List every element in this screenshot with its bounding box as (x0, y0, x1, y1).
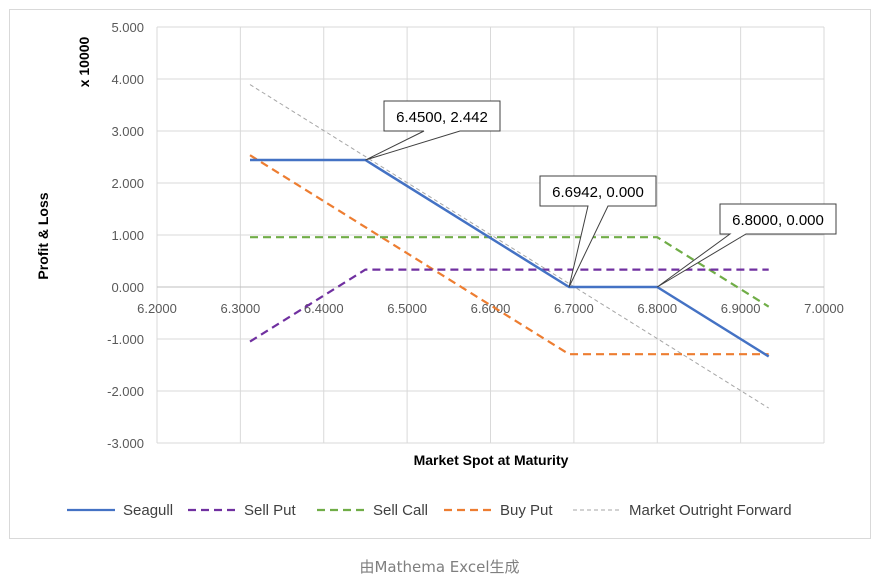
x-tick-label: 7.0000 (804, 301, 844, 316)
legend-item: Sell Put (188, 502, 297, 519)
legend-label: Sell Put (244, 502, 297, 519)
x-tick-label: 6.4000 (304, 301, 344, 316)
caption: 由Mathema Excel生成 (359, 558, 520, 576)
callout-box (365, 100, 501, 161)
legend: Seagull Sell Put Sell Call Buy Put Market Ou… (67, 502, 792, 519)
y-tick-label: -1.000 (107, 332, 144, 347)
legend-item: Buy Put (444, 502, 553, 519)
legend-item: Market Outright Forward (573, 502, 792, 519)
x-tick-label: 6.9000 (721, 301, 761, 316)
y-tick-label: 1.000 (111, 228, 144, 243)
callout-label: 6.8000, 0.000 (732, 212, 824, 229)
y-multiplier-label: x 10000 (76, 36, 92, 87)
y-tick-labels: 5.000 4.000 3.000 2.000 1.000 0.000 -1.000 -2.0… (107, 20, 144, 451)
series-line-sell-put (249, 268, 769, 343)
y-tick-label: -3.000 (107, 436, 144, 451)
callout: 6.4500, 2.442 (365, 100, 501, 161)
series-line-buy-put (249, 154, 769, 356)
x-axis-title: Market Spot at Maturity (414, 452, 569, 468)
callout-box (656, 203, 837, 288)
y-tick-label: -2.000 (107, 384, 144, 399)
x-tick-labels: 6.2000 6.3000 6.4000 6.5000 6.6000 6.7000 6.80… (137, 301, 844, 316)
series-line-market-outright-forward (249, 84, 769, 409)
y-tick-label: 0.000 (111, 280, 144, 295)
x-tick-label: 6.2000 (137, 301, 177, 316)
x-tick-label: 6.7000 (554, 301, 594, 316)
x-tick-label: 6.8000 (637, 301, 677, 316)
legend-label: Buy Put (500, 502, 553, 519)
series-lines (249, 84, 770, 409)
y-axis-title: Profit & Loss (35, 192, 51, 279)
y-tick-label: 2.000 (111, 176, 144, 191)
legend-label: Sell Call (373, 502, 428, 519)
callout-label: 6.6942, 0.000 (552, 184, 644, 201)
legend-label: Seagull (123, 502, 173, 519)
x-tick-label: 6.3000 (220, 301, 260, 316)
x-tick-label: 6.5000 (387, 301, 427, 316)
legend-item: Seagull (67, 502, 173, 519)
series-line-sell-call (250, 236, 770, 308)
callout: 6.6942, 0.000 (539, 175, 657, 288)
y-tick-label: 4.000 (111, 72, 144, 87)
legend-item: Sell Call (317, 502, 428, 519)
y-tick-label: 3.000 (111, 124, 144, 139)
callout-label: 6.4500, 2.442 (396, 109, 488, 126)
x-tick-label: 6.6000 (471, 301, 511, 316)
callout-box (539, 175, 657, 288)
callout: 6.8000, 0.000 (656, 203, 837, 288)
grid (156, 26, 825, 444)
legend-label: Market Outright Forward (629, 502, 792, 519)
y-tick-label: 5.000 (111, 20, 144, 35)
callouts: 6.4500, 2.442 6.6942, 0.000 6.8000, 0.000 (365, 100, 837, 288)
